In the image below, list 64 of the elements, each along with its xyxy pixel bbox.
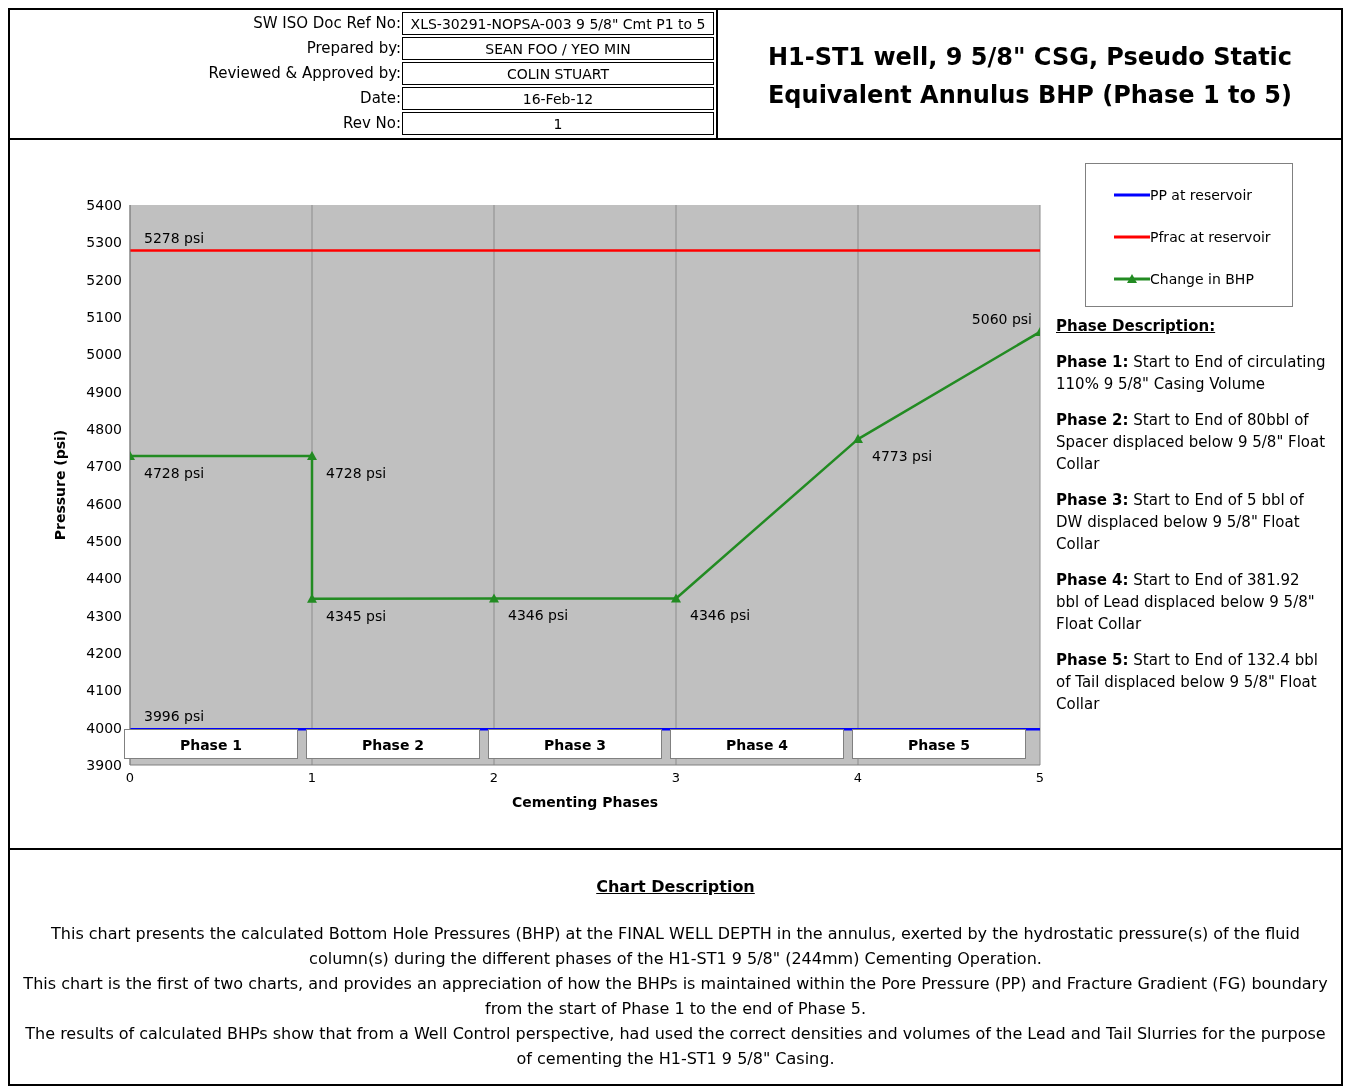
- y-tick-label: 5300: [86, 234, 122, 251]
- text: COLIN STUART: [402, 62, 714, 85]
- x-tick-label: 3: [671, 770, 681, 786]
- text: Rev No:: [342, 114, 401, 132]
- text: This chart presents the calculated Bottom Hole Pressures (BHP) at the FINAL WELL DEPTH in the annulus, exerted by the hydrostatic pressure(s) of the fluid column(s) during the different phases of the H1-ST1 9 5/8" (244mm) Cementing Operation.: [50, 923, 1301, 970]
- x-tick-label: 2: [489, 770, 499, 786]
- text: 16-Feb-12: [402, 87, 714, 110]
- legend-label: Change in BHP: [1150, 271, 1254, 287]
- text: Phase 1: Start to End of circulating 110% 9 5/8" Casing Volume: [1056, 352, 1326, 395]
- text: Phase 2: Start to End of 80bbl of Spacer displaced below 9 5/8" Float Collar: [1056, 410, 1326, 475]
- data-label: 4773 psi: [872, 448, 933, 465]
- text: Date:: [360, 89, 401, 107]
- text: SW ISO Doc Ref No:: [253, 14, 401, 32]
- x-tick-label: 1: [307, 770, 317, 786]
- y-tick-label: 4700: [86, 458, 122, 475]
- data-label: 4346 psi: [690, 607, 751, 624]
- data-label: 4345 psi: [326, 607, 387, 624]
- data-label: 4728 psi: [326, 464, 387, 481]
- data-label: 4346 psi: [508, 607, 569, 624]
- y-tick-label: 5200: [86, 271, 122, 288]
- text: Phase 5: Start to End of 132.4 bbl of Tail displaced below 9 5/8" Float Collar: [1056, 650, 1319, 715]
- y-tick-label: 4300: [86, 607, 122, 624]
- text: Phase 3: Start to End of 5 bbl of DW displaced below 9 5/8" Float Collar: [1056, 490, 1305, 555]
- y-tick-label: 4400: [86, 570, 122, 587]
- data-label: 3996 psi: [144, 708, 205, 725]
- point: [853, 434, 863, 444]
- y-tick-label: 4100: [86, 682, 122, 699]
- caption-box: Phase 4: [670, 729, 844, 759]
- point: [307, 450, 317, 460]
- y-tick-label: 5100: [86, 308, 122, 325]
- text: The results of calculated BHPs show that from a Well Control perspective, had used the correct densities and volumes of the Lead and Tail Slurries for the purpose of cementing the H1-ST1 9 5/8" Casing.: [24, 1023, 1327, 1070]
- y-tick-label: 4900: [86, 383, 122, 400]
- y-tick-label: 4000: [86, 719, 122, 736]
- data-label: 4728 psi: [144, 464, 205, 481]
- chart-title: H1-ST1 well, 9 5/8" CSG, Pseudo Static Equivalent Annulus BHP (Phase 1 to 5): [766, 42, 1294, 111]
- legend-label: Pfrac at reservoir: [1150, 229, 1271, 245]
- caption-box: Phase 2: [306, 729, 480, 759]
- legend-label: PP at reservoir: [1150, 187, 1253, 203]
- y-tick-label: 4800: [86, 420, 122, 437]
- data-label: 5060 psi: [971, 310, 1032, 327]
- y-tick-label: 5000: [86, 346, 122, 363]
- text: 1: [402, 112, 714, 135]
- caption-box: Phase 1: [124, 729, 298, 759]
- text: SEAN FOO / YEO MIN: [402, 37, 714, 60]
- y-tick-label: 3900: [86, 756, 122, 773]
- y-tick-label: 4200: [86, 644, 122, 661]
- text: Phase Description:: [1056, 316, 1217, 337]
- text: XLS-30291-NOPSA-003 9 5/8" Cmt P1 to 5: [402, 12, 714, 35]
- y-tick-label: 4500: [86, 532, 122, 549]
- caption-box: Phase 3: [488, 729, 662, 759]
- text: This chart is the first of two charts, and provides an appreciation of how the BHPs is maintained within the Pore Pressure (PP) and Fracture Gradient (FG) boundary from the start of Phase 1 to the end of Phase 5.: [22, 973, 1329, 1020]
- x-axis-title: Cementing Phases: [511, 794, 659, 810]
- x-tick-label: 5: [1035, 770, 1045, 786]
- caption-box: Phase 5: [852, 729, 1026, 759]
- x-tick-label: 4: [853, 770, 863, 786]
- y-tick-label: 5400: [86, 196, 122, 213]
- text: Phase 4: Start to End of 381.92 bbl of Lead displaced below 9 5/8" Float Collar: [1056, 570, 1316, 635]
- data-label: 5278 psi: [144, 229, 205, 246]
- y-axis-title: Pressure (psi): [51, 429, 68, 541]
- text: Reviewed & Approved by:: [208, 64, 401, 82]
- text: Chart Description: [595, 876, 756, 898]
- y-tick-label: 4600: [86, 495, 122, 512]
- text: Prepared by:: [306, 39, 401, 57]
- x-tick-label: 0: [125, 770, 135, 786]
